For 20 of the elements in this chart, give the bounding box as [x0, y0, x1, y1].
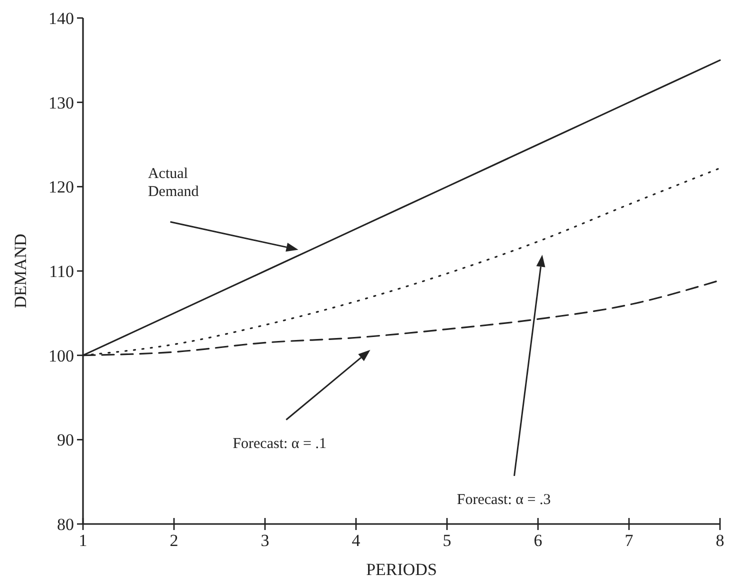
y-tick-label: 120: [48, 178, 74, 197]
x-axis-title: PERIODS: [366, 560, 437, 579]
y-tick-label: 80: [57, 514, 74, 534]
x-tick-label: 6: [534, 531, 542, 550]
y-tick-label: 110: [49, 262, 74, 281]
annotation: Forecast: α = .1: [232, 436, 327, 452]
annotation: Actual Demand: [148, 166, 200, 200]
y-tick-label: 140: [48, 8, 74, 28]
x-tick-label: 8: [716, 531, 724, 550]
x-tick-label: 3: [260, 531, 270, 550]
x-tick-label: 2: [170, 531, 178, 550]
y-tick-label: 90: [57, 430, 74, 450]
y-tick-label: 130: [48, 93, 74, 112]
x-tick-label: 1: [78, 531, 88, 550]
x-tick-label: 5: [442, 531, 452, 550]
annotation: Forecast: α = .3: [456, 492, 551, 508]
y-tick-label: 100: [48, 346, 74, 366]
x-tick-label: 4: [352, 531, 361, 550]
x-tick-label: 7: [624, 531, 634, 550]
y-axis-title: DEMAND: [11, 234, 30, 308]
